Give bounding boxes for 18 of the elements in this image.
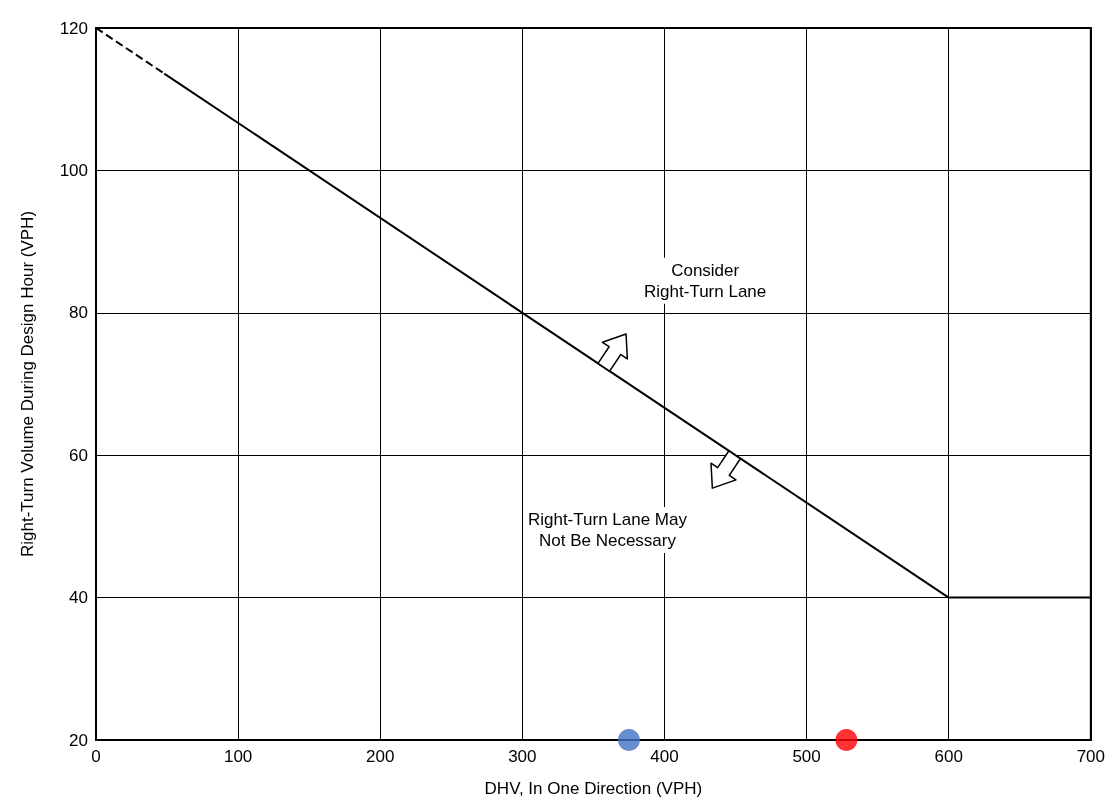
x-tick-label: 400 (650, 747, 679, 766)
y-tick-label: 100 (59, 160, 88, 180)
x-tick-label: 200 (366, 747, 395, 766)
y-tick-label: 40 (69, 588, 88, 608)
x-tick-label: 300 (508, 747, 537, 766)
y-tick-label: 20 (69, 730, 88, 750)
x-tick-label: 100 (223, 747, 253, 766)
x-tick-label: 500 (792, 747, 821, 766)
annotation: Consider Right-Turn Lane (644, 260, 767, 301)
x-tick-label: 700 (1076, 747, 1106, 766)
x-tick-label: 0 (91, 747, 101, 766)
x-axis-title: DHV, In One Direction (VPH) (484, 779, 703, 798)
x-tick-label: 600 (934, 747, 963, 766)
y-tick-label: 80 (69, 303, 88, 323)
y-tick-label: 60 (69, 445, 88, 465)
annotation: Right-Turn Lane May Not Be Necessary (527, 509, 688, 550)
y-tick-label: 120 (59, 18, 88, 38)
y-axis-title: Right-Turn Volume During Design Hour (VPH) (18, 210, 37, 558)
